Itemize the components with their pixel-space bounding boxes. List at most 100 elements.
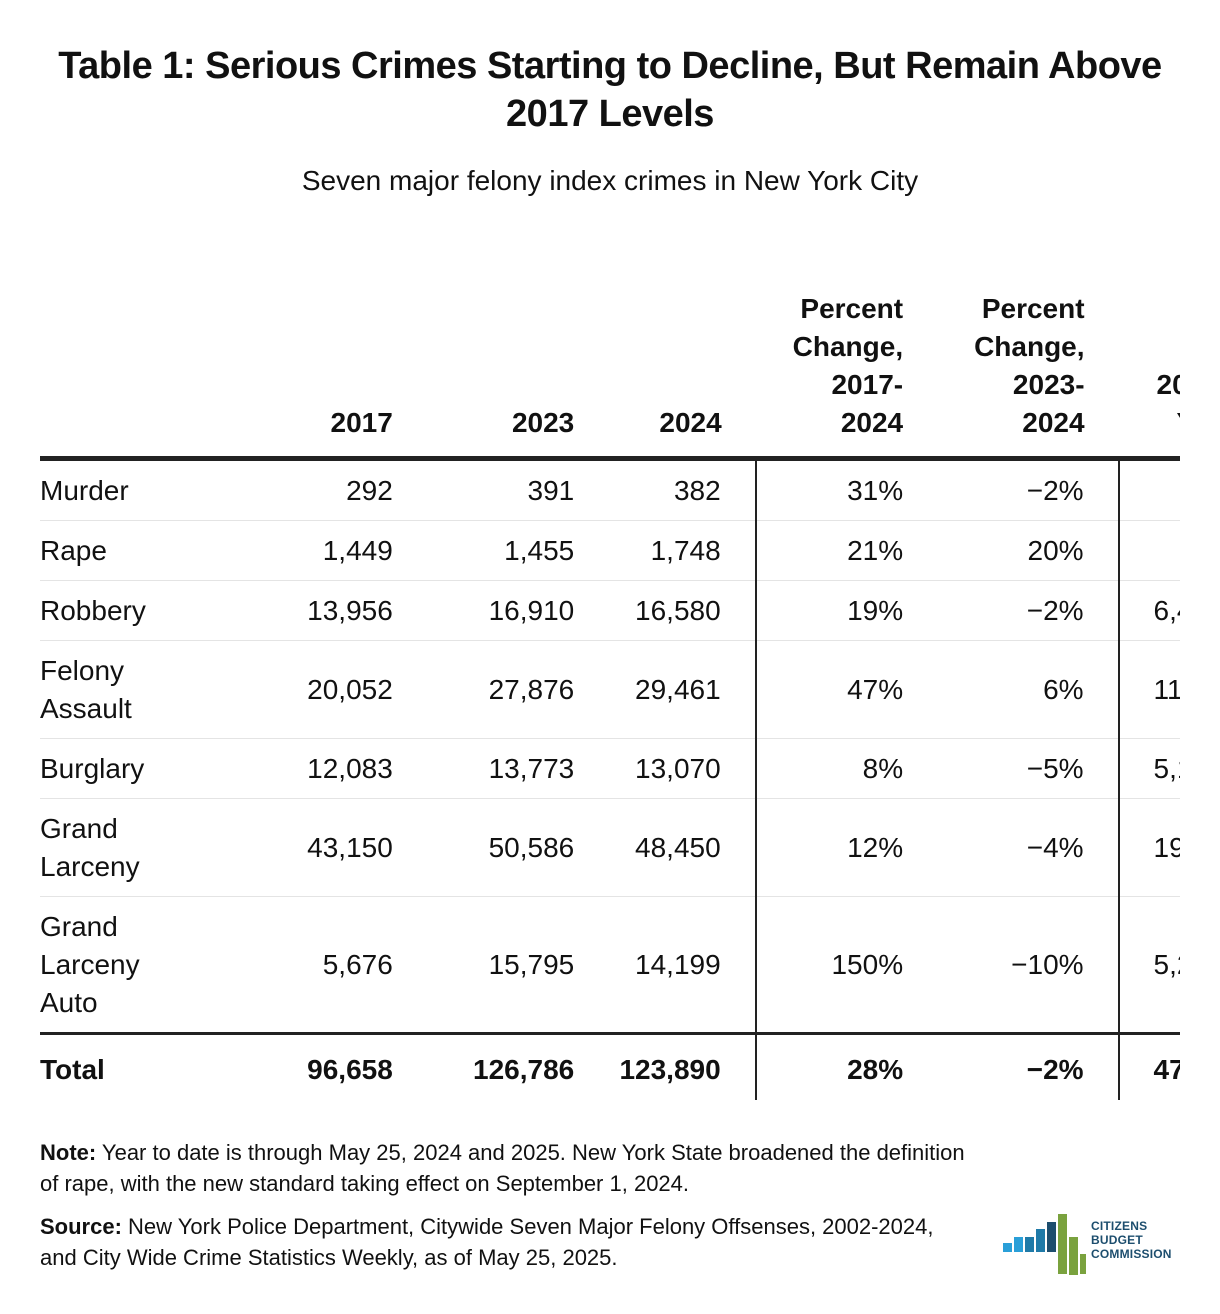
cell-pct-2023-2024: 6% bbox=[937, 640, 1120, 739]
cell-partial: 11,0 bbox=[1153, 673, 1180, 705]
cell-2023: 16,910 bbox=[488, 594, 575, 626]
cell-partial: 19,1 bbox=[1153, 831, 1180, 863]
cell-2023: 50,586 bbox=[488, 831, 575, 863]
cell-2023: 15,795 bbox=[488, 948, 575, 980]
cell-2017: 13,956 bbox=[307, 594, 393, 626]
row-label-line: Felony bbox=[40, 654, 125, 686]
header-2024: 2024 bbox=[574, 290, 755, 459]
cell-pct-2023-2024: 20% bbox=[937, 520, 1120, 581]
logo-bar bbox=[1014, 1237, 1023, 1252]
table-viewport[interactable]: 2017 2023 2024 Percent Change, 2017- 202… bbox=[40, 290, 1180, 1100]
cell-partial: 1 bbox=[1119, 459, 1180, 521]
row-label-line: Robbery bbox=[40, 594, 146, 626]
crime-table: 2017 2023 2024 Percent Change, 2017- 202… bbox=[40, 290, 1180, 1100]
row-label-line: Grand bbox=[40, 910, 118, 942]
cell-pct-2017-2024: 8% bbox=[862, 752, 904, 784]
cell-2023: 1,455 bbox=[504, 534, 575, 566]
header-partial: 20 Y bbox=[1119, 290, 1180, 459]
logo-bar bbox=[1003, 1243, 1012, 1252]
header-line: 2017- bbox=[831, 369, 904, 400]
cell-2017: 5,676 bbox=[322, 948, 393, 980]
row-label-line: Auto bbox=[40, 986, 98, 1018]
cell-2017: 43,150 bbox=[307, 831, 393, 863]
row-label: Murder bbox=[40, 459, 211, 521]
cell-partial: 5,1 bbox=[1153, 752, 1180, 784]
total-pct-2023-2024: −2% bbox=[937, 1033, 1120, 1100]
total-2024: 123,890 bbox=[574, 1033, 757, 1100]
logo-bar bbox=[1080, 1254, 1086, 1274]
row-label: Grand Larceny bbox=[40, 799, 211, 897]
cell-pct-2023-2024: −5% bbox=[937, 738, 1120, 799]
logo-line: COMMISSION bbox=[1091, 1247, 1172, 1261]
note-paragraph: Note: Year to date is through May 25, 20… bbox=[40, 1137, 970, 1199]
footnotes: Note: Year to date is through May 25, 20… bbox=[40, 1137, 970, 1285]
logo-line: BUDGET bbox=[1091, 1233, 1143, 1247]
cell-pct-2017-2024: 31% bbox=[847, 474, 904, 506]
cell-pct-2023-2024: −10% bbox=[937, 896, 1120, 1034]
header-blank bbox=[40, 290, 211, 459]
logo-bar bbox=[1069, 1237, 1078, 1275]
header-pct-2023-2024: Percent Change, 2023- 2024 bbox=[937, 290, 1118, 459]
cell-2024: 13,070 bbox=[574, 738, 757, 799]
source-text: New York Police Department, Citywide Sev… bbox=[40, 1214, 934, 1270]
row-label-line: Grand bbox=[40, 812, 118, 844]
row-label-line: Assault bbox=[40, 692, 132, 724]
header-line: 2024 bbox=[1022, 407, 1085, 438]
cell-2023: 391 bbox=[527, 474, 575, 506]
logo-text: CITIZENS BUDGET COMMISSION bbox=[1091, 1219, 1172, 1261]
cell-partial: 6 bbox=[1119, 521, 1180, 581]
page-subtitle: Seven major felony index crimes in New Y… bbox=[301, 165, 919, 196]
table-body: Murder29239138231%−2%1Rape1,4491,4551,74… bbox=[40, 458, 1180, 1100]
row-label: Burglary bbox=[40, 739, 211, 799]
cell-2017: 12,083 bbox=[307, 752, 393, 784]
total-label: Total bbox=[40, 1054, 105, 1085]
row-label: Rape bbox=[40, 521, 211, 581]
header-line: 20 bbox=[1156, 369, 1180, 400]
header-line: Y bbox=[1157, 404, 1180, 442]
row-label-line: Larceny bbox=[40, 948, 140, 980]
cell-pct-2023-2024: −2% bbox=[937, 458, 1120, 521]
cell-2024: 382 bbox=[574, 458, 757, 521]
cell-pct-2023-2024: −4% bbox=[937, 798, 1120, 897]
cell-2024: 14,199 bbox=[574, 896, 757, 1034]
logo-bar bbox=[1047, 1222, 1056, 1252]
cell-2024: 48,450 bbox=[574, 798, 757, 897]
header-row: 2017 2023 2024 Percent Change, 2017- 202… bbox=[40, 290, 1180, 459]
cell-2024: 16,580 bbox=[574, 580, 757, 641]
cell-2024: 29,461 bbox=[574, 640, 757, 739]
header-line: Percent bbox=[981, 293, 1085, 324]
note-text: Year to date is through May 25, 2024 and… bbox=[40, 1140, 965, 1196]
row-label-line: Rape bbox=[40, 534, 107, 566]
header-pct-2017-2024: Percent Change, 2017- 2024 bbox=[756, 290, 937, 459]
total-pct-2017-2024: 28% bbox=[847, 1054, 904, 1085]
cell-2017: 20,052 bbox=[307, 673, 393, 705]
row-label-line: Larceny bbox=[40, 850, 140, 882]
row-label-line: Murder bbox=[40, 474, 129, 506]
cell-2017: 292 bbox=[346, 474, 393, 506]
cell-pct-2017-2024: 47% bbox=[847, 673, 904, 705]
logo-bar bbox=[1036, 1229, 1045, 1252]
header-line: Percent bbox=[800, 293, 904, 324]
header-2024-text: 2024 bbox=[659, 407, 722, 438]
cell-2017: 1,449 bbox=[322, 534, 393, 566]
row-label: Felony Assault bbox=[40, 641, 211, 739]
logo-bar bbox=[1058, 1214, 1067, 1274]
total-2023: 126,786 bbox=[473, 1054, 575, 1085]
cell-2024: 1,748 bbox=[574, 520, 757, 581]
logo-line: CITIZENS bbox=[1091, 1219, 1148, 1233]
cell-pct-2017-2024: 19% bbox=[847, 594, 904, 626]
cell-pct-2017-2024: 150% bbox=[831, 948, 904, 980]
header-2017: 2017 bbox=[330, 407, 393, 438]
cell-partial: 5,2 bbox=[1153, 948, 1180, 980]
cell-pct-2023-2024: −2% bbox=[937, 580, 1120, 641]
cell-partial: 6,4 bbox=[1153, 594, 1180, 626]
total-2017: 96,658 bbox=[307, 1054, 393, 1085]
table-row: Grand Larceny Auto 5,676 15,795 14,199 150% −10… bbox=[40, 896, 1180, 1034]
